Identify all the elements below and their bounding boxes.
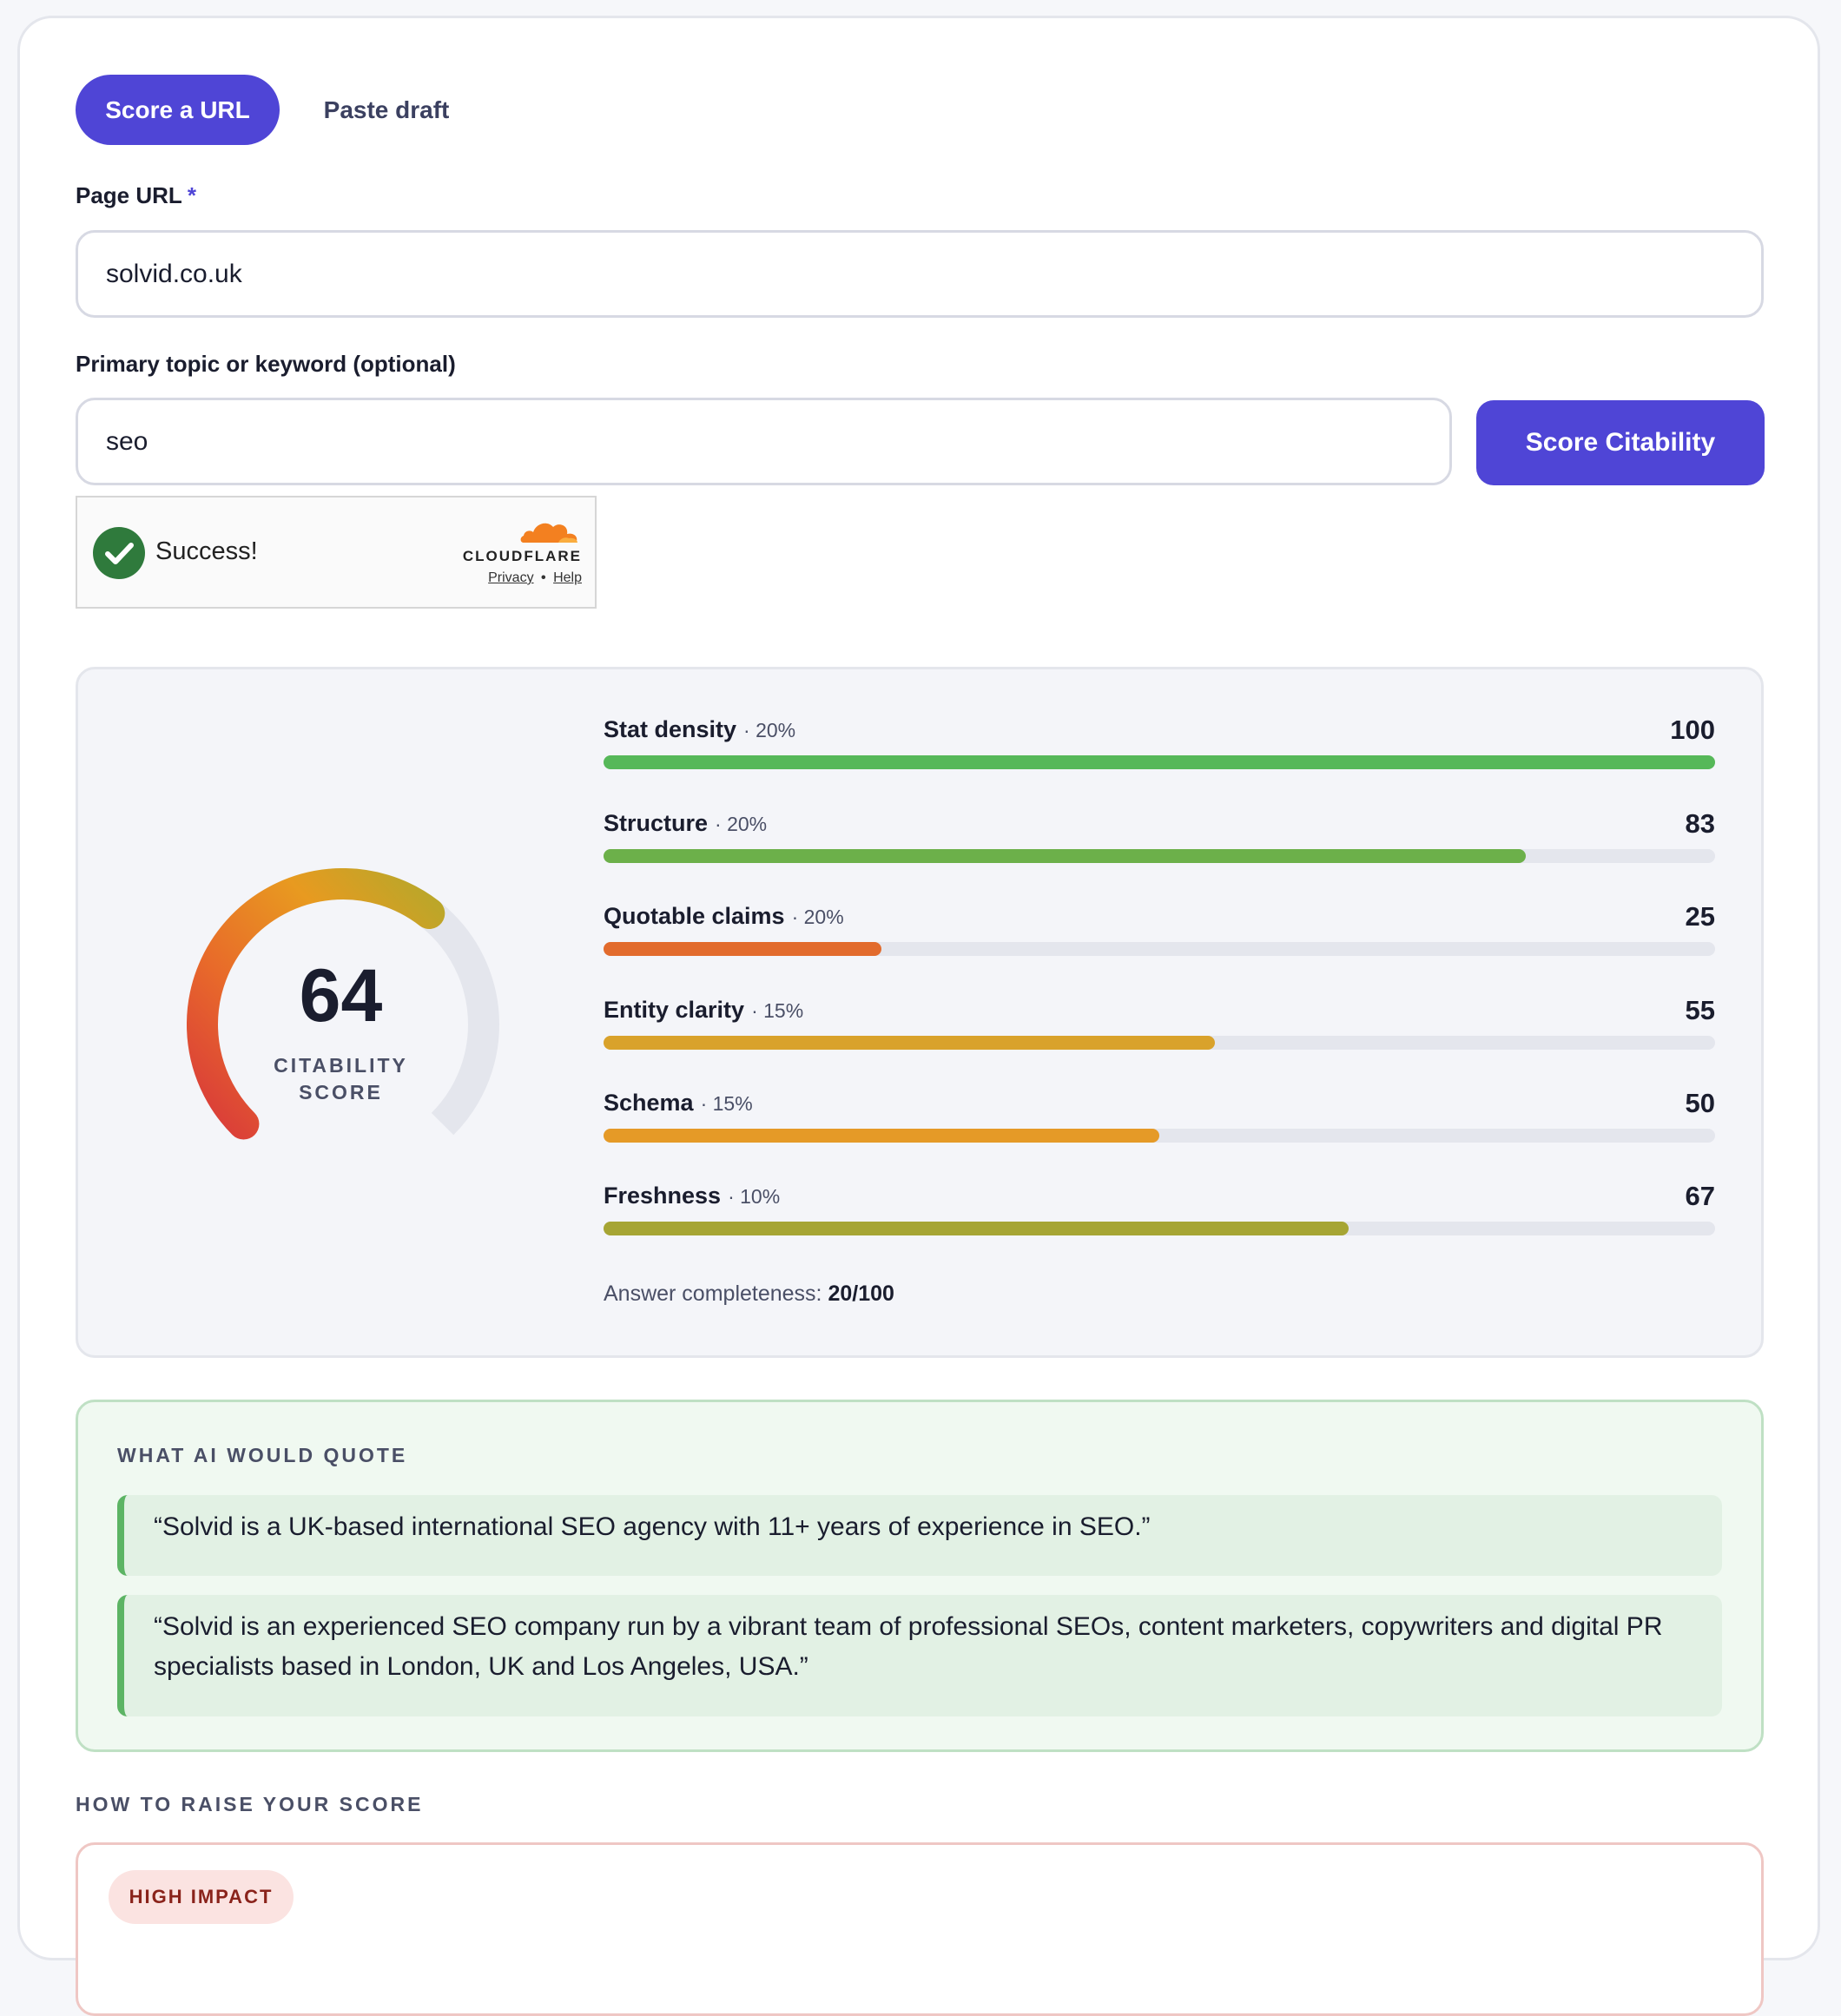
page-url-value: solvid.co.uk (106, 259, 242, 288)
metric-value: 83 (1685, 808, 1715, 839)
help-link[interactable]: Help (553, 570, 582, 585)
citability-score-label: CITABILITY SCORE (247, 1052, 434, 1106)
metric-name: Quotable claims · 20% (604, 903, 844, 930)
metric-value: 100 (1670, 715, 1715, 745)
metric-weight: · 15% (751, 999, 804, 1022)
cloudflare-logo-text: CLOUDFLARE (462, 548, 582, 564)
metric-value: 50 (1685, 1088, 1715, 1118)
metric-bar-fill (604, 942, 881, 956)
metric-weight: · 20% (715, 813, 768, 835)
completeness-value: 20/100 (828, 1281, 894, 1306)
metric-name: Entity clarity · 15% (604, 997, 803, 1024)
tab-paste-draft[interactable]: Paste draft (323, 96, 450, 123)
citability-label-line2: SCORE (299, 1081, 383, 1104)
metric-label: Stat density (604, 716, 737, 742)
metric-name: Stat density · 20% (604, 716, 795, 743)
metric-value: 67 (1685, 1181, 1715, 1211)
keyword-label: Primary topic or keyword (optional) (76, 351, 456, 377)
metric-track (604, 942, 1715, 956)
keyword-input[interactable]: seo (76, 398, 1452, 485)
metric-track (604, 755, 1715, 769)
metric-bar-fill (604, 849, 1527, 863)
ai-quote-heading: WHAT AI WOULD QUOTE (117, 1444, 408, 1466)
quote-item: “Solvid is a UK-based international SEO … (117, 1495, 1722, 1576)
metric-name: Freshness · 10% (604, 1183, 780, 1209)
metric-track (604, 1129, 1715, 1143)
metric-weight: · 15% (700, 1092, 753, 1115)
metric-entity-clarity: Entity clarity · 15% 55 (604, 995, 1715, 1057)
success-check-icon (93, 527, 145, 579)
page-url-input[interactable]: solvid.co.uk (76, 230, 1764, 318)
tab-score-url[interactable]: Score a URL (76, 75, 280, 145)
high-impact-badge: HIGH IMPACT (109, 1870, 294, 1924)
citability-score-value: 64 (299, 954, 383, 1038)
privacy-link[interactable]: Privacy (488, 570, 534, 585)
metric-bar-fill (604, 1222, 1349, 1235)
score-citability-button[interactable]: Score Citability (1476, 400, 1765, 485)
answer-completeness: Answer completeness: 20/100 (604, 1281, 894, 1307)
recommendation-card (76, 1842, 1764, 2016)
metric-stat-density: Stat density · 20% 100 (604, 715, 1715, 777)
metric-label: Entity clarity (604, 997, 745, 1023)
metric-label: Quotable claims (604, 903, 785, 929)
metric-track (604, 849, 1715, 863)
metric-value: 25 (1685, 901, 1715, 932)
required-marker: * (187, 182, 196, 208)
page-url-label: Page URL * (76, 182, 196, 209)
metric-weight: · 10% (728, 1185, 781, 1208)
cloudflare-links: Privacy • Help (488, 570, 582, 586)
metric-name: Schema · 15% (604, 1090, 753, 1117)
metric-bar-fill (604, 1129, 1159, 1143)
metric-schema: Schema · 15% 50 (604, 1088, 1715, 1150)
gauge-fill (187, 868, 445, 1140)
keyword-value: seo (106, 426, 148, 456)
link-separator: • (541, 570, 546, 585)
metric-value: 55 (1685, 995, 1715, 1025)
metric-label: Freshness (604, 1183, 722, 1209)
metric-bar-fill (604, 1036, 1215, 1050)
metric-label: Schema (604, 1090, 694, 1116)
metric-freshness: Freshness · 10% 67 (604, 1181, 1715, 1243)
metric-weight: · 20% (791, 906, 844, 928)
quote-item: “Solvid is an experienced SEO company ru… (117, 1595, 1722, 1716)
page-url-label-text: Page URL (76, 182, 182, 208)
metric-quotable-claims: Quotable claims · 20% 25 (604, 901, 1715, 964)
cloudflare-cloud-icon (518, 515, 581, 549)
captcha-status: Success! (155, 537, 258, 565)
cloudflare-turnstile-widget: Success! CLOUDFLARE Privacy • Help (76, 496, 597, 609)
metric-structure: Structure · 20% 83 (604, 808, 1715, 871)
metric-name: Structure · 20% (604, 810, 767, 837)
score-panel (76, 667, 1764, 1358)
metric-track (604, 1036, 1715, 1050)
raise-score-heading: HOW TO RAISE YOUR SCORE (76, 1793, 424, 1815)
citability-label-line1: CITABILITY (274, 1054, 408, 1077)
metric-track (604, 1222, 1715, 1235)
completeness-label: Answer completeness: (604, 1281, 822, 1306)
metric-bar-fill (604, 755, 1715, 769)
metric-weight: · 20% (743, 719, 796, 741)
metric-label: Structure (604, 810, 709, 836)
citability-gauge (187, 868, 499, 1140)
